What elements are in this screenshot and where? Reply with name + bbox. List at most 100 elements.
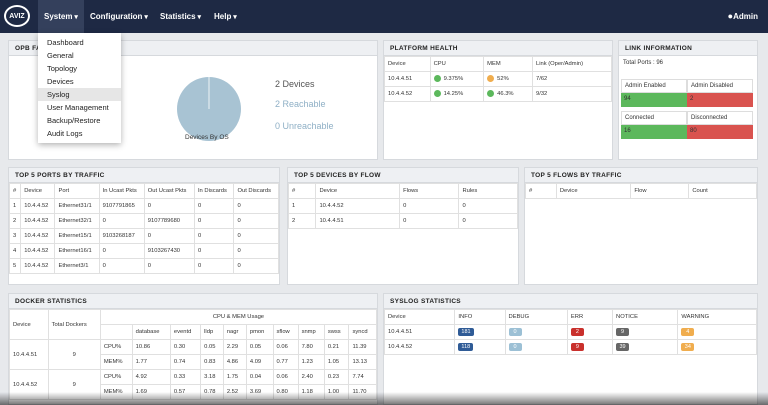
metric-value: 11.39 xyxy=(348,339,377,355)
column-header: Device xyxy=(384,56,431,72)
dropdown-item[interactable]: General xyxy=(47,51,74,60)
column-header: Device xyxy=(384,309,456,325)
nav-menu[interactable]: Help xyxy=(208,0,243,33)
metric-value: 7.74 xyxy=(348,369,377,385)
column-header: WARNING xyxy=(677,309,757,325)
table-cell: 0 xyxy=(193,198,235,214)
count-badge: 39 xyxy=(616,343,630,351)
table-cell: 10.4.4.52 xyxy=(315,198,401,214)
metric-value: 0.33 xyxy=(169,369,202,385)
column-header: CPU xyxy=(429,56,485,72)
count-badge: 34 xyxy=(681,343,695,351)
table-cell: 0 xyxy=(458,198,518,214)
table-row: 10.4.4.51 9.375% 52% 7/62 xyxy=(384,71,612,87)
docker-table: Device Total Dockers CPU & MEM Usage databa… xyxy=(9,309,377,400)
table-cell: 2 xyxy=(288,213,317,229)
panel-title: SYSLOG STATISTICS xyxy=(384,294,757,309)
logo[interactable]: AVIZ xyxy=(4,5,30,27)
service-name: snmp xyxy=(297,324,325,340)
cell-text: 10.4.4.52 xyxy=(388,91,413,97)
column-header: Device xyxy=(9,309,49,340)
cell-text: 9.375% xyxy=(443,76,464,83)
column-header: Out Discards xyxy=(233,183,279,199)
metric-value: 0.23 xyxy=(323,369,350,385)
table-row: 4 10.4.4.52 Ethernet16/1 0 9103267430 0 0 xyxy=(9,243,279,259)
dockers-cell: 9 xyxy=(47,339,101,370)
table-cell: 46.3% xyxy=(483,86,533,102)
column-header: MEM xyxy=(483,56,533,72)
table-row: 1 10.4.4.52 0 0 xyxy=(288,198,518,214)
table-cell: 0 xyxy=(233,243,279,259)
table-cell: 0 xyxy=(458,213,518,229)
table-cell: 0 xyxy=(143,198,195,214)
flows-panel: TOP 5 FLOWS BY TRAFFIC # Device Flow Count xyxy=(524,167,758,285)
table-cell: 0 xyxy=(193,243,235,259)
dropdown-item[interactable]: Audit Logs xyxy=(47,129,83,138)
dropdown-item[interactable]: User Management xyxy=(47,103,109,112)
cell-text: 10.4.4.51 xyxy=(388,76,413,82)
table-row: 1 10.4.4.52 Ethernet31/1 9107791865 0 0 0 xyxy=(9,198,279,214)
service-name: pmon xyxy=(245,324,274,340)
unreachable-count: 0 Unreachable xyxy=(275,121,334,131)
count-badge: 0 xyxy=(508,328,522,336)
status-dot xyxy=(487,90,495,98)
metric-value: 3.18 xyxy=(200,369,224,385)
table-cell: 0 xyxy=(98,243,145,259)
table-cell: 10.4.4.52 xyxy=(384,86,431,102)
panel-title: TOP 5 DEVICES BY FLOW xyxy=(288,168,518,183)
dropdown-item[interactable]: Dashboard xyxy=(47,38,84,47)
user-menu[interactable]: Admin xyxy=(728,0,758,33)
nav-menu[interactable]: System xyxy=(38,0,84,33)
status-dot xyxy=(433,90,441,98)
link-value: 16 xyxy=(621,125,687,139)
cell-text: 9/32 xyxy=(536,91,548,97)
dropdown-item[interactable]: Syslog xyxy=(38,88,121,101)
service-name: eventd xyxy=(169,324,202,340)
table: # Device Port In Ucast Pkts Out Ucast Pkts In… xyxy=(9,183,279,274)
nav-menu[interactable]: Configuration xyxy=(84,0,154,33)
panel-title: TOP 5 PORTS BY TRAFFIC xyxy=(9,168,279,183)
docker-row: 10.4.4.51 9 CPU% 10.86 0.30 0.05 2.29 0.05 0.06 7… xyxy=(9,339,377,370)
metric-value: 2.29 xyxy=(222,339,247,355)
table-cell: 9 xyxy=(566,339,614,355)
table-cell: 7/62 xyxy=(532,71,612,87)
nav-menu[interactable]: Statistics xyxy=(154,0,207,33)
metric-value: 10.86 xyxy=(131,339,171,355)
dropdown-item[interactable]: Devices xyxy=(47,77,74,86)
table-cell: 0 xyxy=(233,228,279,244)
table-cell: 4 xyxy=(9,243,22,259)
metric-value: 2.40 xyxy=(297,369,325,385)
metric-value: 1.75 xyxy=(222,369,247,385)
table-row: 10.4.4.52 14.25% 46.3% 9/32 xyxy=(384,86,612,102)
cell-text: 7/62 xyxy=(536,76,548,82)
table-cell: 0 xyxy=(193,228,235,244)
header-row: # Device Port In Ucast Pkts Out Ucast Pkts In… xyxy=(9,183,279,199)
table-cell: 10.4.4.51 xyxy=(384,71,431,87)
count-badge: 118 xyxy=(458,343,474,351)
dropdown-item[interactable]: Backup/Restore xyxy=(47,116,101,125)
table: # Device Flows Rules 1 10.4.4.52 0 0 2 10.4.4.51 0… xyxy=(288,183,518,229)
column-header: Device xyxy=(20,183,56,199)
header-row: # Device Flows Rules xyxy=(288,183,518,199)
cell-text: 46.3% xyxy=(497,91,514,98)
column-header: NOTICE xyxy=(612,309,679,325)
column-header: In Ucast Pkts xyxy=(98,183,145,199)
link-header: Admin Enabled xyxy=(621,79,687,93)
table-cell: 4 xyxy=(677,324,757,340)
metric-value: 1.77 xyxy=(131,354,171,370)
header-row: Device CPU MEM Link (Oper/Admin) xyxy=(384,56,612,72)
table-row: 10.4.4.52 118 0 9 39 34 xyxy=(384,339,757,355)
table-cell: 0 xyxy=(399,198,460,214)
cell-text: 52% xyxy=(497,76,509,83)
system-dropdown: Dashboard General Topology Devices Syslog Use… xyxy=(38,33,121,143)
dropdown-item[interactable]: Topology xyxy=(47,64,78,73)
docker-panel: DOCKER STATISTICS Device Total Dockers CPU … xyxy=(8,293,378,405)
metric-value: 4.92 xyxy=(131,369,171,385)
panel-title: DOCKER STATISTICS xyxy=(9,294,377,309)
table-cell: 0 xyxy=(233,213,279,229)
table-cell: 1 xyxy=(288,198,317,214)
column-header: ERR xyxy=(566,309,614,325)
link-header: Disconnected xyxy=(687,111,753,125)
column-header: # xyxy=(288,183,317,199)
table-cell: 9107789680 xyxy=(143,213,195,229)
